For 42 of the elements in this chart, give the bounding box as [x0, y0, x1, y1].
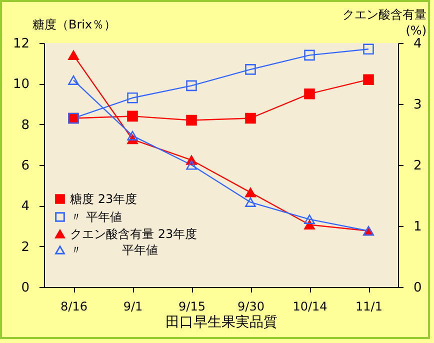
legend-label: クエン酸含有量 23年度	[70, 227, 198, 241]
y2-axis-title: クエン酸含有量 (%)	[342, 8, 426, 38]
x-tick-label: 11/1	[356, 300, 382, 314]
point	[68, 50, 79, 60]
point	[245, 64, 256, 75]
point	[304, 50, 315, 61]
point	[245, 197, 256, 207]
legend-label: 糖度 23年度	[70, 192, 138, 206]
y2-tick-label: 0	[414, 280, 422, 296]
legend-label: 〃 平年値	[70, 243, 158, 257]
point	[127, 110, 138, 122]
point	[127, 130, 138, 140]
x-tick-label: 8/16	[60, 300, 88, 314]
y-tick-label: 0	[21, 280, 30, 296]
point	[304, 88, 315, 100]
x-tick-label: 10/14	[292, 300, 328, 314]
y2-tick-label: 4	[414, 36, 422, 52]
y-tick-label: 8	[21, 118, 30, 133]
point	[304, 214, 315, 224]
point	[127, 92, 138, 104]
point	[186, 160, 197, 170]
point	[245, 112, 256, 124]
x-axis-title: 田口早生果実品質	[166, 314, 278, 330]
point	[245, 188, 256, 198]
point	[363, 74, 374, 85]
y2-tick-label: 3	[414, 98, 422, 112]
point	[186, 114, 197, 126]
point	[186, 80, 197, 92]
x-tick-label: 9/15	[178, 300, 206, 314]
x-tick-label: 9/1	[123, 300, 143, 314]
x-tick-label: 9/30	[238, 300, 264, 314]
y-tick-label: 10	[12, 77, 30, 92]
y2-tick-label: 1	[414, 220, 422, 234]
y-tick-label: 12	[12, 36, 30, 52]
y2-tick-label: 2	[414, 158, 422, 174]
y-tick-label: 2	[21, 240, 30, 255]
y-tick-label: 6	[21, 158, 30, 174]
y-axis-title: 糖度（Brix％）	[32, 18, 116, 32]
point	[363, 44, 374, 54]
legend-label: 〃 平年値	[70, 210, 122, 224]
point	[68, 75, 79, 85]
y-tick-label: 4	[21, 199, 30, 214]
